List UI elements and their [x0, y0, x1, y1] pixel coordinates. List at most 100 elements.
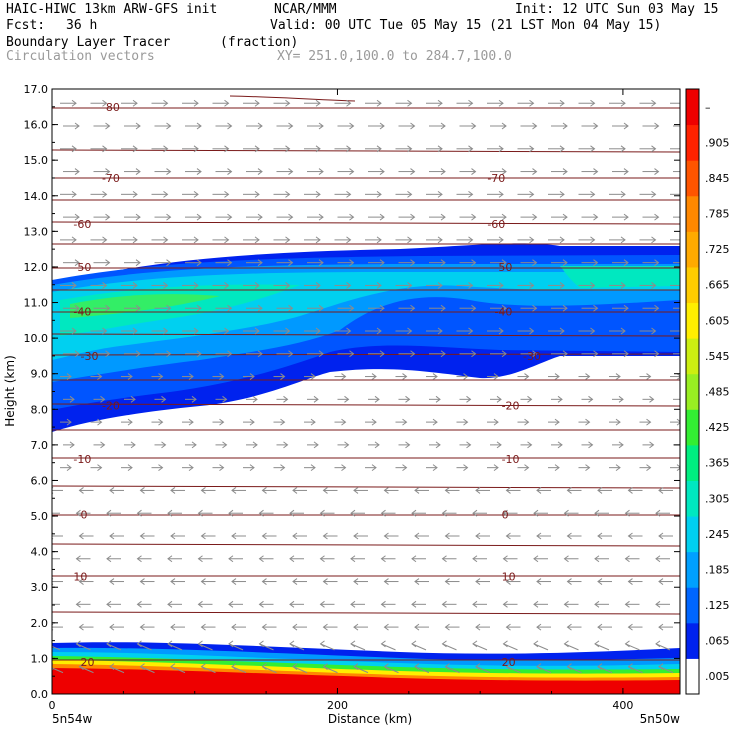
vector-arrowhead [288, 213, 294, 221]
vector-arrow [353, 666, 369, 674]
vector-arrowhead [590, 282, 596, 289]
contour-label: -10 [502, 453, 520, 466]
vector-arrowhead [376, 190, 382, 198]
vector-arrow [384, 666, 399, 674]
vector-arrowhead [593, 350, 599, 358]
vector-arrowhead [407, 282, 413, 289]
y-tick-label: 4.0 [31, 546, 49, 559]
contour-label: -60 [487, 218, 505, 231]
y-tick-label: 15.0 [24, 154, 49, 167]
vector-arrowhead [471, 122, 477, 130]
vector-arrow [289, 643, 305, 651]
vector-arrow [323, 666, 338, 674]
vector-arrowhead [170, 532, 176, 540]
vector-arrowhead [102, 327, 108, 335]
contour-line [52, 403, 680, 407]
colorbar-swatch [686, 89, 699, 126]
vector-arrowhead [682, 146, 686, 152]
vector-arrowhead [285, 190, 291, 198]
vector-arrowhead [407, 190, 413, 198]
vector-arrowhead [590, 190, 596, 198]
vector-arrowhead [405, 441, 411, 449]
vector-arrowhead [505, 578, 511, 585]
vector-arrowhead [132, 99, 138, 107]
vector-arrowhead [289, 600, 295, 608]
vector-arrowhead [590, 327, 596, 335]
vector-arrowhead [224, 99, 230, 107]
vector-arrow [320, 643, 335, 651]
vector-arrow [506, 666, 521, 674]
vector-arrowhead [562, 122, 568, 130]
vector-arrow [137, 643, 152, 651]
vector-arrowhead [350, 509, 356, 517]
vector-arrowhead [566, 578, 572, 585]
vector-arrowhead [533, 509, 539, 517]
vector-arrowhead [654, 122, 660, 130]
vector-arrowhead [285, 236, 291, 244]
colorbar-swatch [686, 551, 699, 588]
vector-arrowhead [353, 663, 359, 671]
vector-arrowhead [380, 509, 386, 517]
contour-line [229, 95, 356, 102]
vector-arrowhead [188, 373, 194, 380]
vector-arrowhead [257, 122, 263, 130]
x-axis: 0 200 400 [49, 89, 633, 712]
vector-arrowhead [318, 350, 324, 358]
vector-arrowhead [410, 304, 416, 312]
vector-arrowhead [554, 418, 560, 426]
vector-arrowhead [139, 578, 145, 585]
vector-arrowhead [69, 395, 75, 403]
vector-arrowhead [411, 509, 417, 517]
contour-label: -40 [494, 305, 512, 318]
vector-arrowhead [158, 464, 164, 472]
vector-arrowhead [318, 259, 324, 267]
vector-arrowhead [289, 509, 295, 517]
vector-arrowhead [407, 99, 413, 107]
vector-arrowhead [170, 663, 176, 671]
vector-arrowhead [127, 373, 133, 380]
vector-arrowhead [505, 623, 511, 631]
vector-arrowhead [432, 464, 438, 472]
vector-arrowhead [132, 145, 138, 153]
vector-arrowhead [440, 304, 446, 312]
colorbar-label: .665 [705, 279, 730, 292]
vector-arrowhead [627, 487, 633, 494]
vector-arrowhead [285, 327, 291, 335]
vector-arrowhead [402, 418, 408, 426]
vector-arrow [198, 643, 213, 651]
vector-arrowhead [288, 168, 294, 175]
vector-arrowhead [410, 122, 416, 130]
y-axis: 0.0 1.0 2.0 3.0 4.0 5.0 6.0 7.0 8.0 9.0 10.0 11.0 12… [24, 83, 680, 701]
vector-arrowhead [374, 441, 380, 449]
vector-arrowhead [69, 441, 75, 449]
vector-arrowhead [139, 663, 145, 671]
colorbar-swatch [686, 516, 699, 553]
vector-arrowhead [127, 464, 133, 472]
vector-arrowhead [379, 350, 385, 358]
vector-arrowhead [231, 663, 237, 671]
vector-arrowhead [594, 555, 600, 563]
vector-arrowhead [597, 487, 603, 494]
vector-arrowhead [649, 395, 655, 403]
colorbar-label: .845 [705, 172, 730, 185]
vector-arrowhead [468, 327, 474, 335]
vector-arrowhead [167, 600, 173, 608]
vector-arrowhead [383, 578, 389, 585]
colorbar-label: – [705, 101, 711, 114]
model-title: HAIC-HIWC 13km ARW-GFS init [6, 2, 218, 17]
vector-arrowhead [371, 373, 377, 380]
vector-arrowhead [380, 640, 386, 648]
vector-arrowhead [227, 213, 233, 221]
vector-arrowhead [562, 350, 568, 358]
vector-arrowhead [618, 441, 624, 449]
vector-arrowhead [136, 509, 142, 517]
vector-arrowhead [682, 237, 686, 243]
vector-arrowhead [590, 236, 596, 244]
vector-arrowhead [471, 213, 477, 221]
contour-line [52, 353, 680, 356]
vector-arrowhead [475, 578, 481, 585]
forecast-hour: 36 h [66, 18, 98, 33]
vector-arrowhead [496, 441, 502, 449]
vector-arrowhead [78, 663, 84, 671]
vector-arrowhead [254, 327, 260, 335]
